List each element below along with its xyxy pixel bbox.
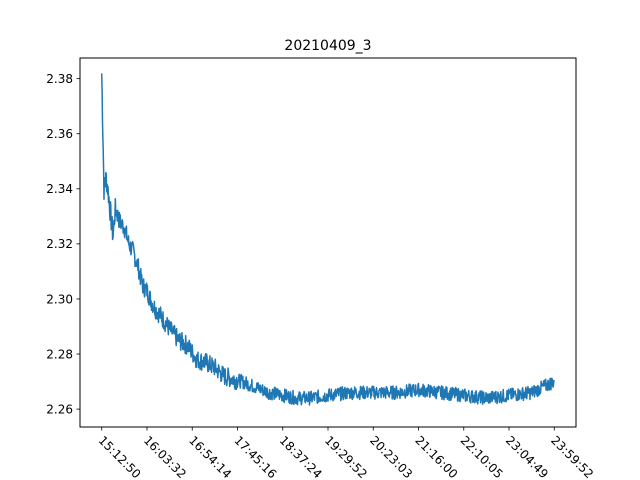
y-tick-label: 2.32 — [46, 237, 73, 251]
y-tick-label: 2.30 — [46, 292, 73, 306]
chart-title: 20210409_3 — [284, 38, 371, 54]
y-tick-label: 2.38 — [46, 72, 73, 86]
y-tick-label: 2.36 — [46, 127, 73, 141]
y-tick-label: 2.28 — [46, 347, 73, 361]
series-line — [100, 73, 555, 406]
plot-area — [100, 73, 555, 406]
y-tick-label: 2.26 — [46, 402, 73, 416]
y-axis: 2.26 2.28 2.30 2.32 2.34 2.36 2.38 — [46, 72, 80, 416]
y-tick-label: 2.34 — [46, 182, 73, 196]
